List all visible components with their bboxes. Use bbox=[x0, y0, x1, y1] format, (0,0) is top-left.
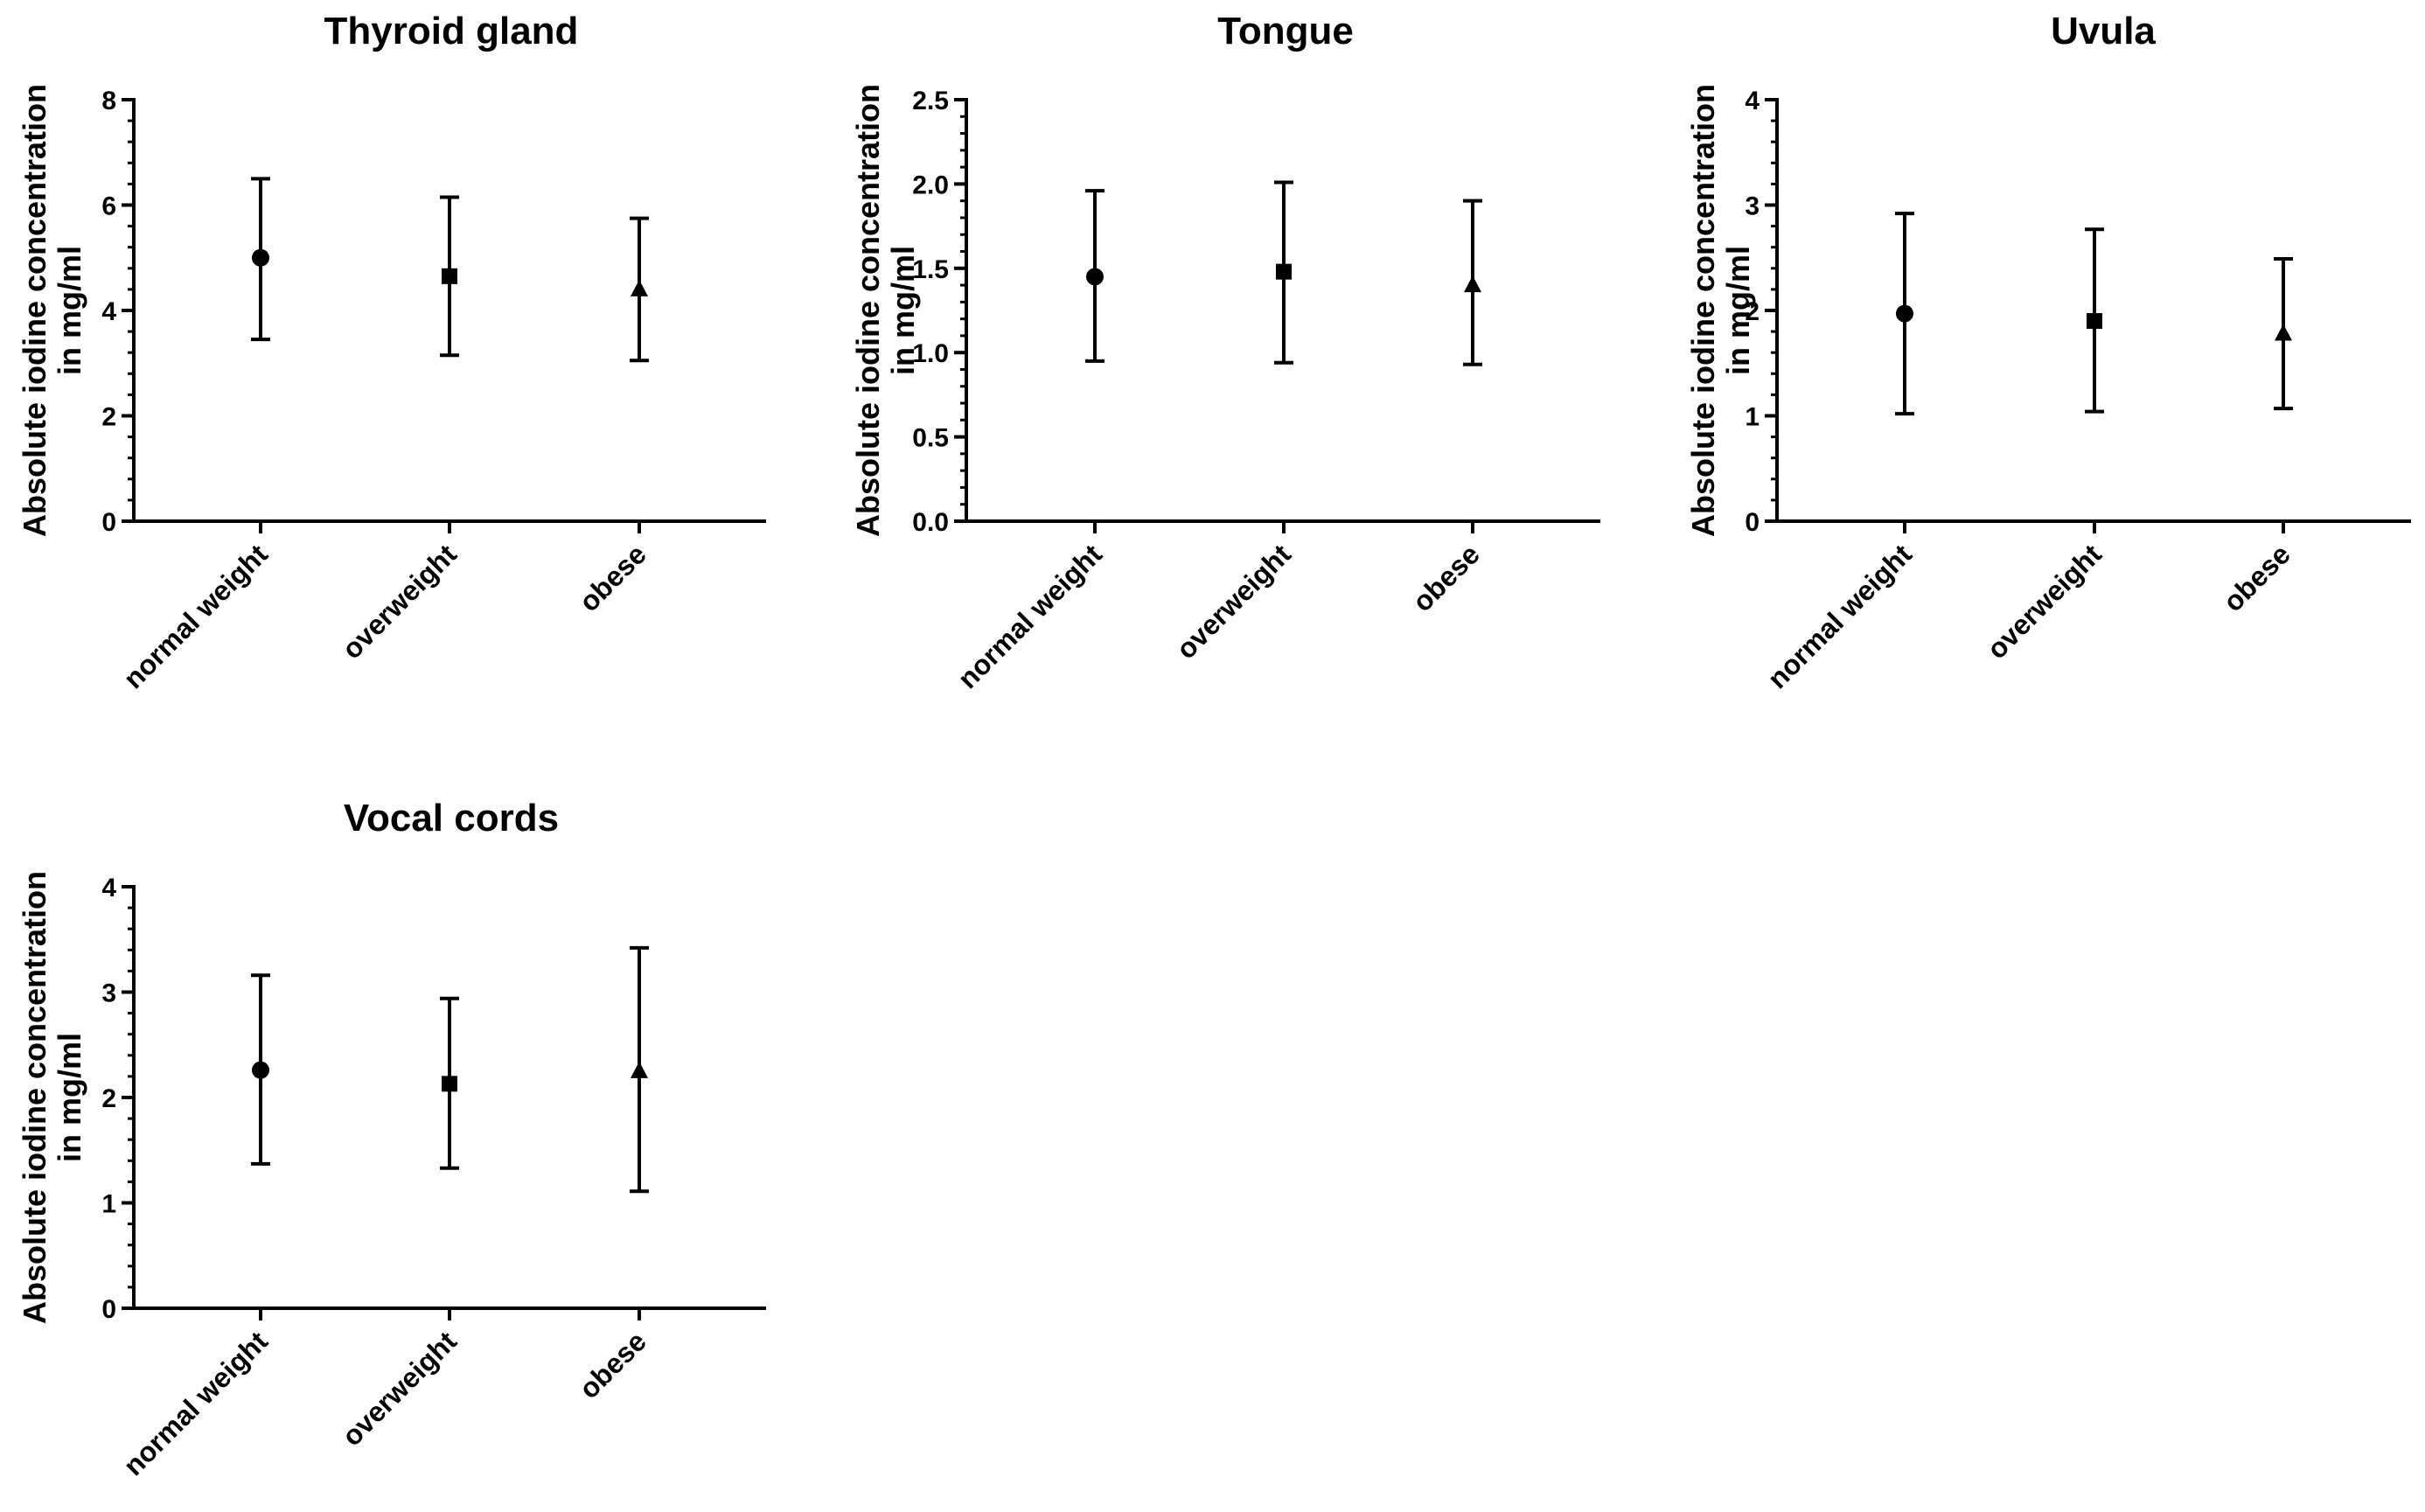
y-axis-label-line2: in mg/ml bbox=[885, 246, 921, 375]
data-point-circle bbox=[252, 248, 269, 267]
y-tick-label: 1.0 bbox=[912, 339, 949, 368]
data-point-triangle bbox=[631, 1061, 648, 1078]
y-tick-label: 0 bbox=[1745, 508, 1760, 537]
x-category-label: overweight bbox=[336, 538, 463, 665]
panel-title: Vocal cords bbox=[344, 797, 559, 840]
x-category-label: normal weight bbox=[951, 538, 1108, 694]
x-category-label: normal weight bbox=[1761, 538, 1918, 694]
x-category-label: normal weight bbox=[117, 538, 274, 694]
data-point-square bbox=[442, 268, 457, 284]
panel-title: Thyroid gland bbox=[324, 10, 579, 52]
y-tick-label: 2.5 bbox=[912, 87, 949, 115]
panel-title: Uvula bbox=[2051, 10, 2156, 52]
y-tick-label: 2 bbox=[1745, 297, 1760, 326]
x-category-label: overweight bbox=[336, 1325, 463, 1452]
y-axis-label: Absolute iodine concentration bbox=[17, 871, 52, 1324]
y-axis-label: Absolute iodine concentration bbox=[850, 84, 886, 537]
y-tick-label: 0 bbox=[101, 1295, 116, 1324]
y-axis-label-line2: in mg/ml bbox=[1720, 246, 1756, 375]
y-tick-label: 3 bbox=[101, 979, 116, 1008]
chart-panel-2: Uvula Absolute iodine concentration in mg/… bbox=[1685, 10, 2411, 694]
y-tick-label: 2.0 bbox=[912, 171, 949, 199]
panel-title: Tongue bbox=[1217, 10, 1354, 52]
data-point-circle bbox=[1896, 304, 1913, 323]
data-point-circle bbox=[252, 1061, 269, 1079]
y-tick-label: 4 bbox=[1745, 87, 1760, 115]
x-category-label: obese bbox=[1406, 538, 1486, 617]
y-axis-label-line2: in mg/ml bbox=[52, 246, 87, 375]
y-tick-label: 0 bbox=[101, 508, 116, 537]
chart-panel-3: Vocal cords Absolute iodine concentration… bbox=[17, 797, 766, 1481]
y-axis-label: Absolute iodine concentration bbox=[1685, 84, 1721, 537]
y-tick-label: 6 bbox=[101, 192, 116, 221]
chart-panel-1: Tongue Absolute iodine concentration in mg… bbox=[850, 10, 1600, 694]
y-axis-label: Absolute iodine concentration bbox=[17, 84, 52, 537]
data-point-circle bbox=[1086, 268, 1104, 286]
y-tick-label: 8 bbox=[101, 87, 116, 115]
y-tick-label: 3 bbox=[1745, 192, 1760, 221]
y-tick-label: 4 bbox=[101, 874, 116, 902]
data-point-square bbox=[2087, 313, 2102, 330]
x-category-label: obese bbox=[573, 538, 652, 617]
y-tick-label: 2 bbox=[101, 403, 116, 432]
data-point-triangle bbox=[2275, 324, 2292, 341]
y-tick-label: 1 bbox=[101, 1190, 116, 1219]
x-category-label: obese bbox=[2217, 538, 2296, 617]
y-tick-label: 0.5 bbox=[912, 424, 949, 453]
data-point-square bbox=[442, 1076, 457, 1092]
y-tick-label: 4 bbox=[101, 297, 116, 326]
y-tick-label: 1 bbox=[1745, 403, 1760, 432]
data-point-triangle bbox=[631, 279, 648, 296]
y-axis-label-line2: in mg/ml bbox=[52, 1033, 87, 1162]
x-category-label: overweight bbox=[1981, 538, 2108, 665]
data-point-triangle bbox=[1464, 275, 1481, 293]
data-point-square bbox=[1276, 263, 1292, 280]
y-tick-label: 2 bbox=[101, 1084, 116, 1113]
y-tick-label: 1.5 bbox=[912, 255, 949, 284]
x-category-label: overweight bbox=[1170, 538, 1297, 665]
x-category-label: obese bbox=[573, 1325, 652, 1404]
y-tick-label: 0.0 bbox=[912, 508, 949, 537]
chart-panel-0: Thyroid gland Absolute iodine concentrati… bbox=[17, 10, 766, 694]
x-category-label: normal weight bbox=[117, 1325, 274, 1481]
